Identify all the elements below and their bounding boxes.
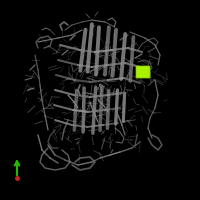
FancyBboxPatch shape — [136, 66, 150, 78]
